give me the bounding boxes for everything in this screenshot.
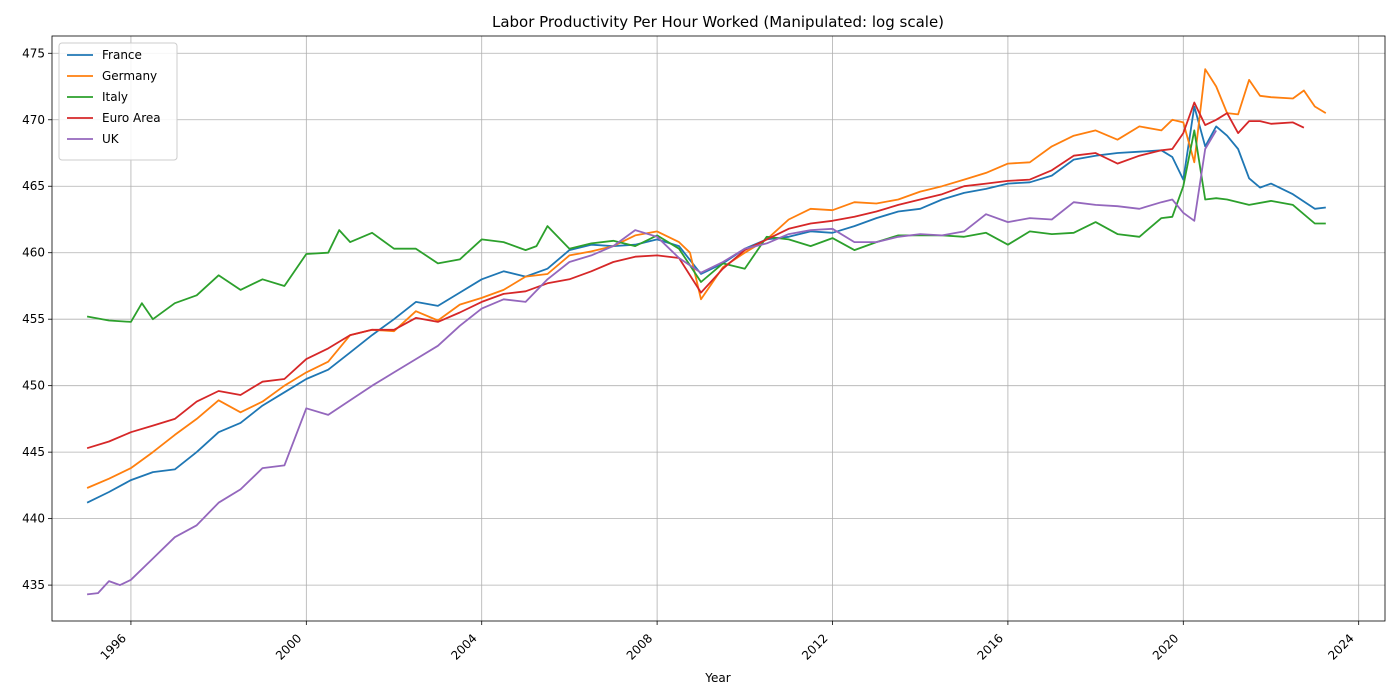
- series-line-uk: [86, 129, 1217, 596]
- y-tick-label: 460: [22, 246, 45, 260]
- y-tick-label: 465: [22, 179, 45, 193]
- y-tick-label: 435: [22, 578, 45, 592]
- y-tick-label: 455: [22, 312, 45, 326]
- legend-label: Germany: [102, 69, 157, 83]
- series-line-germany: [86, 68, 1327, 489]
- series-line-france: [86, 105, 1326, 504]
- x-tick-label: 2004: [448, 631, 479, 662]
- legend-box: [58, 42, 178, 161]
- y-tick-label: 445: [22, 445, 45, 459]
- axis-ticks: 1996 2000 2004 2008 2012 2016 2020 2024 435 440 44…: [22, 46, 1360, 663]
- legend-label: Euro Area: [102, 111, 161, 125]
- x-tick-label: 1996: [98, 631, 129, 662]
- y-tick-label: 470: [22, 113, 45, 127]
- x-tick-label: 2024: [1325, 631, 1356, 662]
- series-lines: [86, 68, 1327, 596]
- y-tick-label: 450: [22, 379, 45, 393]
- plot-frame: [51, 35, 1386, 622]
- chart-title: Labor Productivity Per Hour Worked (Mani…: [492, 13, 944, 31]
- x-tick-label: 2012: [799, 631, 830, 662]
- legend-label: UK: [102, 132, 120, 146]
- x-axis-label: Year: [704, 671, 730, 685]
- series-line-euro-area: [86, 101, 1305, 450]
- y-tick-label: 475: [22, 46, 45, 60]
- x-tick-label: 2000: [273, 631, 304, 662]
- x-tick-label: 2020: [1150, 631, 1181, 662]
- x-tick-label: 2008: [624, 631, 655, 662]
- grid: [52, 36, 1385, 621]
- x-tick-label: 2016: [975, 631, 1006, 662]
- y-tick-label: 440: [22, 512, 45, 526]
- legend-label: France: [102, 48, 142, 62]
- series-line-italy: [86, 129, 1326, 323]
- legend: France Germany Italy Euro Area UK: [58, 42, 178, 161]
- legend-label: Italy: [102, 90, 128, 104]
